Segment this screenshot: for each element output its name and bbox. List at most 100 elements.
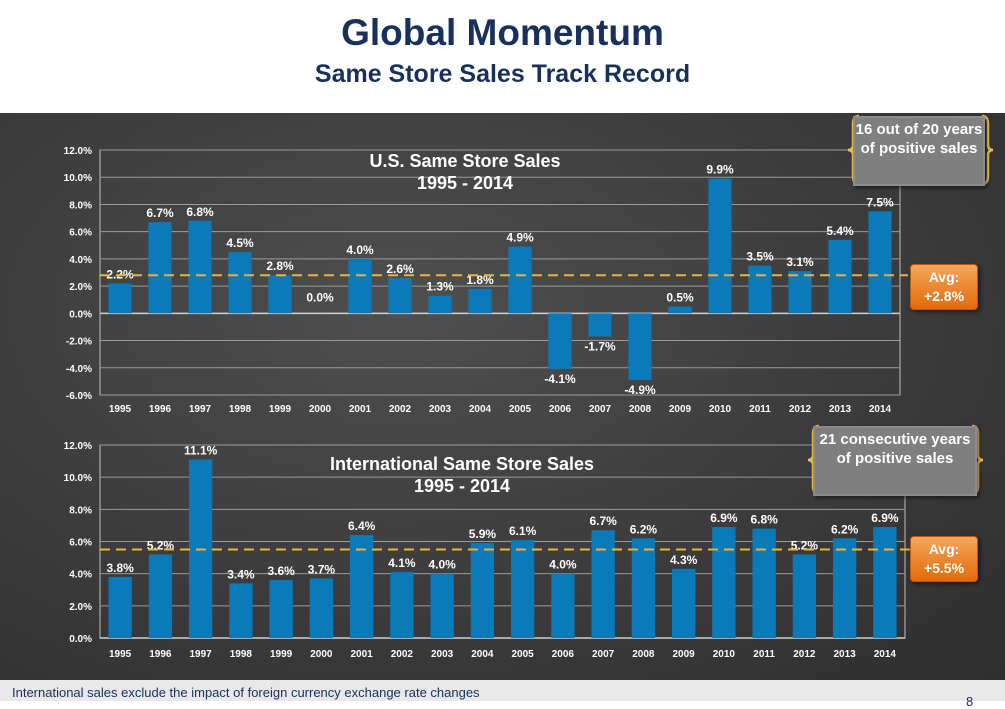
us-value-label-2005: 4.9% bbox=[506, 231, 534, 245]
intl-callout: 21 consecutive years of positive sales bbox=[813, 426, 977, 496]
us-bar-2008 bbox=[628, 313, 651, 380]
intl-xtick-label: 2009 bbox=[673, 649, 696, 660]
us-xtick-label: 1996 bbox=[149, 404, 172, 415]
intl-chart-subtitle: 1995 - 2014 bbox=[414, 476, 510, 496]
us-value-label-1998: 4.5% bbox=[226, 236, 254, 250]
us-xtick-label: 1998 bbox=[229, 404, 252, 415]
us-value-label-2001: 4.0% bbox=[346, 243, 374, 257]
intl-xtick-label: 1997 bbox=[190, 649, 213, 660]
intl-xtick-label: 2004 bbox=[471, 649, 494, 660]
intl-xtick-label: 2012 bbox=[793, 649, 816, 660]
intl-xtick-label: 2007 bbox=[592, 649, 615, 660]
us-value-label-2010: 9.9% bbox=[706, 163, 734, 177]
intl-avg-value: +5.5% bbox=[911, 559, 977, 578]
intl-value-label-2000: 3.7% bbox=[308, 562, 336, 576]
intl-callout-text: 21 consecutive years of positive sales bbox=[820, 431, 971, 467]
intl-bar-2007 bbox=[591, 530, 614, 638]
us-value-label-1999: 2.8% bbox=[266, 259, 294, 273]
us-callout-text: 16 out of 20 years of positive sales bbox=[856, 121, 983, 157]
us-xtick-label: 2014 bbox=[869, 404, 892, 415]
us-avg-badge: Avg: +2.8% bbox=[910, 264, 978, 310]
us-value-label-2007: -1.7% bbox=[584, 339, 616, 353]
intl-xtick-label: 2002 bbox=[391, 649, 414, 660]
intl-avg-badge: Avg: +5.5% bbox=[910, 536, 978, 582]
intl-bar-2013 bbox=[833, 538, 856, 638]
intl-bar-2006 bbox=[551, 574, 574, 638]
us-xtick-label: 2002 bbox=[389, 404, 412, 415]
us-ytick-label: 4.0% bbox=[69, 255, 92, 266]
intl-xtick-label: 2005 bbox=[512, 649, 535, 660]
intl-xtick-label: 2014 bbox=[874, 649, 897, 660]
us-xtick-label: 2011 bbox=[749, 404, 771, 415]
us-bar-1998 bbox=[228, 252, 251, 313]
us-value-label-1997: 6.8% bbox=[186, 205, 214, 219]
intl-xtick-label: 2008 bbox=[632, 649, 655, 660]
intl-value-label-2007: 6.7% bbox=[589, 514, 617, 528]
us-bar-2005 bbox=[508, 247, 531, 314]
intl-value-label-1995: 3.8% bbox=[106, 561, 134, 575]
us-xtick-label: 2005 bbox=[509, 404, 532, 415]
intl-value-label-2014: 6.9% bbox=[871, 511, 899, 525]
us-ytick-label: -2.0% bbox=[66, 337, 92, 348]
us-xtick-label: 2012 bbox=[789, 404, 812, 415]
us-ytick-label: 2.0% bbox=[69, 282, 92, 293]
us-bar-2009 bbox=[668, 307, 691, 314]
us-ytick-label: 8.0% bbox=[69, 200, 92, 211]
us-xtick-label: 2007 bbox=[589, 404, 612, 415]
intl-xtick-label: 2010 bbox=[713, 649, 736, 660]
intl-value-label-1998: 3.4% bbox=[227, 567, 255, 581]
us-value-label-2012: 3.1% bbox=[786, 255, 814, 269]
us-value-label-2011: 3.5% bbox=[746, 250, 774, 264]
us-bar-2011 bbox=[748, 266, 771, 314]
intl-avg-label: Avg: bbox=[911, 540, 977, 559]
us-bar-2010 bbox=[708, 179, 731, 314]
us-ytick-label: 12.0% bbox=[64, 146, 92, 157]
intl-value-label-1999: 3.6% bbox=[267, 564, 295, 578]
intl-value-label-2013: 6.2% bbox=[831, 522, 859, 536]
intl-value-label-2002: 4.1% bbox=[388, 556, 416, 570]
us-value-label-2006: -4.1% bbox=[544, 372, 576, 386]
intl-xtick-label: 1998 bbox=[230, 649, 253, 660]
intl-value-label-1997: 11.1% bbox=[184, 443, 218, 457]
us-bar-2013 bbox=[828, 240, 851, 313]
us-xtick-label: 2006 bbox=[549, 404, 572, 415]
us-xtick-label: 2010 bbox=[709, 404, 732, 415]
intl-value-label-2005: 6.1% bbox=[509, 524, 537, 538]
us-xtick-label: 2009 bbox=[669, 404, 692, 415]
intl-value-label-2004: 5.9% bbox=[469, 527, 497, 541]
us-bar-2001 bbox=[348, 259, 371, 313]
footer: International sales exclude the impact o… bbox=[0, 680, 1005, 701]
us-bar-1999 bbox=[268, 275, 291, 313]
us-bar-2004 bbox=[468, 289, 491, 314]
us-chart-subtitle: 1995 - 2014 bbox=[417, 173, 513, 193]
intl-bar-2003 bbox=[430, 574, 453, 638]
us-xtick-label: 2004 bbox=[469, 404, 492, 415]
intl-ytick-label: 10.0% bbox=[64, 473, 92, 484]
intl-value-label-2010: 6.9% bbox=[710, 511, 738, 525]
us-bar-2014 bbox=[868, 211, 891, 313]
footnote: International sales exclude the impact o… bbox=[12, 685, 480, 700]
us-xtick-label: 2001 bbox=[349, 404, 372, 415]
us-value-label-2009: 0.5% bbox=[666, 291, 694, 305]
intl-chart-title: International Same Store Sales bbox=[330, 454, 594, 474]
intl-value-label-2008: 6.2% bbox=[630, 522, 658, 536]
intl-xtick-label: 1995 bbox=[109, 649, 132, 660]
intl-xtick-label: 2000 bbox=[310, 649, 333, 660]
intl-xtick-label: 2003 bbox=[431, 649, 454, 660]
intl-bar-2005 bbox=[511, 540, 534, 638]
us-value-label-2000: 0.0% bbox=[306, 290, 334, 304]
us-ytick-label: -6.0% bbox=[66, 391, 92, 402]
intl-ytick-label: 2.0% bbox=[69, 602, 92, 613]
intl-ytick-label: 6.0% bbox=[69, 538, 92, 549]
intl-xtick-label: 2011 bbox=[753, 649, 775, 660]
intl-xtick-label: 1996 bbox=[149, 649, 172, 660]
us-bar-2002 bbox=[388, 278, 411, 313]
intl-xtick-label: 2001 bbox=[351, 649, 374, 660]
intl-value-label-2003: 4.0% bbox=[428, 558, 456, 572]
intl-bar-2004 bbox=[471, 543, 494, 638]
intl-bar-1995 bbox=[108, 577, 131, 638]
intl-xtick-label: 2006 bbox=[552, 649, 575, 660]
us-bar-2003 bbox=[428, 296, 451, 314]
intl-value-label-2001: 6.4% bbox=[348, 519, 376, 533]
us-ytick-label: -4.0% bbox=[66, 364, 92, 375]
